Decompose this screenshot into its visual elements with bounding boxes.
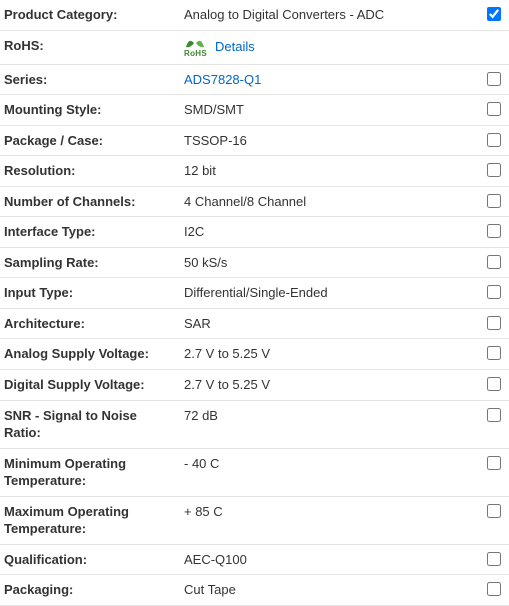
spec-label: Number of Channels: [4,193,184,211]
spec-label: Product Category: [4,6,184,24]
spec-label: Series: [4,71,184,89]
spec-row: Mounting Style:SMD/SMT [0,95,509,126]
spec-row: Interface Type:I2C [0,217,509,248]
spec-checkbox[interactable] [487,377,501,391]
spec-row: Package / Case:TSSOP-16 [0,126,509,157]
spec-check-cell [477,455,501,470]
series-link[interactable]: ADS7828-Q1 [184,72,261,87]
spec-check-cell [477,132,501,147]
spec-label: Package / Case: [4,132,184,150]
spec-checkbox[interactable] [487,552,501,566]
spec-checkbox[interactable] [487,346,501,360]
spec-value: 50 kS/s [184,254,477,272]
spec-checkbox[interactable] [487,102,501,116]
spec-label: Interface Type: [4,223,184,241]
spec-checkbox[interactable] [487,163,501,177]
rohs-icon: RoHS [184,37,207,58]
spec-check-cell [477,284,501,299]
spec-check-cell [477,407,501,422]
spec-value: Analog to Digital Converters - ADC [184,6,477,24]
spec-check-cell [477,6,501,21]
spec-check-cell [477,101,501,116]
spec-label: Input Type: [4,284,184,302]
spec-label: Analog Supply Voltage: [4,345,184,363]
spec-value: SAR [184,315,477,333]
spec-row: Number of Channels:4 Channel/8 Channel [0,187,509,218]
spec-value: AEC-Q100 [184,551,477,569]
spec-checkbox[interactable] [487,7,501,21]
spec-value: 2.7 V to 5.25 V [184,345,477,363]
spec-value: I2C [184,223,477,241]
spec-checkbox[interactable] [487,504,501,518]
spec-value: Differential/Single-Ended [184,284,477,302]
spec-check-cell [477,223,501,238]
spec-value: SMD/SMT [184,101,477,119]
spec-value: ADS7828-Q1 [184,71,477,89]
spec-row: Digital Supply Voltage:2.7 V to 5.25 V [0,370,509,401]
rohs-wrap: RoHS Details [184,37,255,58]
spec-label: Resolution: [4,162,184,180]
spec-checkbox[interactable] [487,224,501,238]
spec-row: Sampling Rate:50 kS/s [0,248,509,279]
spec-checkbox[interactable] [487,456,501,470]
spec-row: Maximum Operating Temperature:+ 85 C [0,497,509,545]
spec-row: RoHS:RoHS Details [0,31,509,65]
spec-check-cell [477,376,501,391]
spec-table: Product Category:Analog to Digital Conve… [0,0,509,606]
spec-check-cell [477,503,501,518]
spec-row: Qualification:AEC-Q100 [0,545,509,576]
spec-label: RoHS: [4,37,184,55]
spec-checkbox[interactable] [487,316,501,330]
spec-row: Product Category:Analog to Digital Conve… [0,0,509,31]
spec-checkbox[interactable] [487,194,501,208]
spec-row: Series:ADS7828-Q1 [0,65,509,96]
spec-label: Mounting Style: [4,101,184,119]
spec-value: 2.7 V to 5.25 V [184,376,477,394]
spec-value: RoHS Details [184,37,477,58]
spec-checkbox[interactable] [487,408,501,422]
spec-value: - 40 C [184,455,477,473]
spec-value: 72 dB [184,407,477,425]
spec-checkbox[interactable] [487,133,501,147]
spec-check-cell [477,71,501,86]
spec-checkbox[interactable] [487,582,501,596]
spec-label: Architecture: [4,315,184,333]
spec-check-cell [477,254,501,269]
spec-check-cell [477,551,501,566]
spec-checkbox[interactable] [487,72,501,86]
rohs-details-link[interactable]: Details [215,38,255,56]
spec-label: Qualification: [4,551,184,569]
spec-value: 4 Channel/8 Channel [184,193,477,211]
spec-check-cell [477,162,501,177]
spec-checkbox[interactable] [487,255,501,269]
spec-checkbox[interactable] [487,285,501,299]
spec-check-cell [477,581,501,596]
spec-row: Analog Supply Voltage:2.7 V to 5.25 V [0,339,509,370]
spec-value: 12 bit [184,162,477,180]
spec-row: Architecture:SAR [0,309,509,340]
spec-check-cell [477,345,501,360]
spec-label: Packaging: [4,581,184,599]
spec-row: Resolution:12 bit [0,156,509,187]
spec-row: Packaging:Cut Tape [0,575,509,606]
spec-value: + 85 C [184,503,477,521]
spec-value: Cut Tape [184,581,477,599]
spec-row: Minimum Operating Temperature:- 40 C [0,449,509,497]
spec-row: Input Type:Differential/Single-Ended [0,278,509,309]
spec-value: TSSOP-16 [184,132,477,150]
spec-label: SNR - Signal to Noise Ratio: [4,407,184,442]
spec-label: Sampling Rate: [4,254,184,272]
spec-check-cell [477,37,501,38]
spec-check-cell [477,315,501,330]
spec-label: Maximum Operating Temperature: [4,503,184,538]
spec-label: Minimum Operating Temperature: [4,455,184,490]
spec-label: Digital Supply Voltage: [4,376,184,394]
spec-row: SNR - Signal to Noise Ratio:72 dB [0,401,509,449]
spec-check-cell [477,193,501,208]
